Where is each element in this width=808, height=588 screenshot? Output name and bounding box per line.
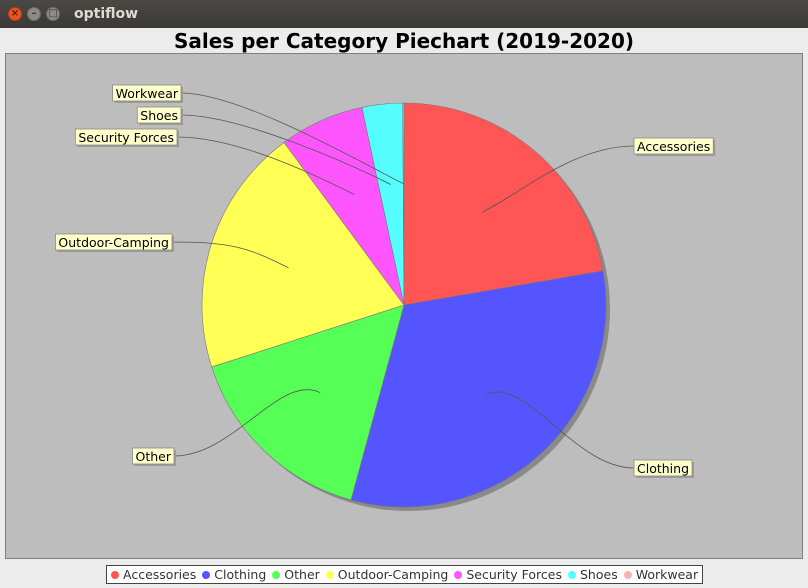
window-titlebar: × – □ optiflow xyxy=(0,0,808,28)
legend-item-outdoor-camping: Outdoor-Camping xyxy=(325,567,449,582)
legend-swatch-shoes xyxy=(568,570,576,579)
pie-slice-workwear xyxy=(402,102,405,306)
close-icon: × xyxy=(10,8,20,19)
chart-legend: Accessories Clothing Other Outdoor-Camping S… xyxy=(106,565,704,584)
legend-swatch-workwear xyxy=(623,570,632,579)
slice-label-text-clothing: Clothing xyxy=(637,461,689,476)
slice-label-box-other xyxy=(132,447,175,465)
legend-item-security-forces: Security Forces xyxy=(454,567,562,582)
label-leader-security-forces xyxy=(176,136,355,195)
slice-label-box-accessories xyxy=(633,137,714,155)
slice-label-clothing: Clothing xyxy=(633,459,695,478)
slice-label-text-security-forces: Security Forces xyxy=(78,130,174,145)
pie-slices xyxy=(201,102,610,511)
pie-slice-accessories xyxy=(403,102,604,306)
slice-label-text-workwear: Workwear xyxy=(116,86,179,101)
legend-item-other: Other xyxy=(272,567,320,582)
legend-label-other: Other xyxy=(284,567,320,582)
legend-item-workwear: Workwear xyxy=(623,567,699,582)
legend-label-security-forces: Security Forces xyxy=(466,567,562,582)
slice-label-box-security-forces xyxy=(74,128,178,146)
slice-label-shoes: Shoes xyxy=(136,106,183,125)
slice-label-accessories: Accessories xyxy=(633,137,716,156)
slice-label-box-outdoor-camping xyxy=(55,233,173,251)
legend-label-outdoor-camping: Outdoor-Camping xyxy=(337,567,449,582)
pie-slice-outdoor-camping xyxy=(201,142,405,368)
maximize-icon: □ xyxy=(48,8,58,19)
legend-swatch-clothing xyxy=(202,570,211,579)
window-title: optiflow xyxy=(74,6,139,22)
legend-swatch-outdoor-camping xyxy=(325,570,334,579)
slice-label-text-accessories: Accessories xyxy=(637,139,710,154)
label-leader-shoes xyxy=(180,114,392,185)
legend-label-shoes: Shoes xyxy=(580,567,618,582)
legend-label-clothing: Clothing xyxy=(214,567,267,582)
label-leader-clothing xyxy=(485,391,635,469)
pie-slice-other xyxy=(211,304,405,501)
label-leader-workwear xyxy=(180,92,404,185)
legend-swatch-other xyxy=(272,570,281,579)
chart-title: Sales per Category Piechart (2019-2020) xyxy=(173,29,635,53)
minimize-icon: – xyxy=(31,8,37,19)
label-leader-other xyxy=(173,389,321,457)
pie-slice-clothing xyxy=(350,270,607,508)
legend-swatch-accessories xyxy=(111,570,119,579)
close-window-button[interactable]: × xyxy=(8,7,22,21)
legend-label-accessories: Accessories xyxy=(123,567,197,582)
legend-label-workwear: Workwear xyxy=(635,567,699,582)
label-leader-outdoor-camping xyxy=(171,241,289,269)
slice-label-workwear: Workwear xyxy=(112,84,183,103)
slice-label-security-forces: Security Forces xyxy=(74,128,179,147)
legend-item-shoes: Shoes xyxy=(568,567,618,582)
minimize-window-button[interactable]: – xyxy=(27,7,41,21)
pie-labels: Accessories Clothing Other Outdoor-Camping S… xyxy=(55,84,716,478)
slice-label-box-clothing xyxy=(633,459,693,477)
slice-label-text-other: Other xyxy=(136,449,172,464)
slice-label-box-workwear xyxy=(112,84,182,102)
slice-label-text-outdoor-camping: Outdoor-Camping xyxy=(58,235,169,250)
legend-item-accessories: Accessories xyxy=(111,567,196,582)
slice-label-other: Other xyxy=(132,447,176,466)
legend-swatch-security-forces xyxy=(454,570,463,579)
slice-label-text-shoes: Shoes xyxy=(140,108,178,123)
legend-item-clothing: Clothing xyxy=(202,567,266,582)
slice-label-outdoor-camping: Outdoor-Camping xyxy=(55,233,174,252)
slice-label-box-shoes xyxy=(136,106,182,124)
label-leader-accessories xyxy=(481,145,635,213)
maximize-window-button[interactable]: □ xyxy=(46,7,60,21)
